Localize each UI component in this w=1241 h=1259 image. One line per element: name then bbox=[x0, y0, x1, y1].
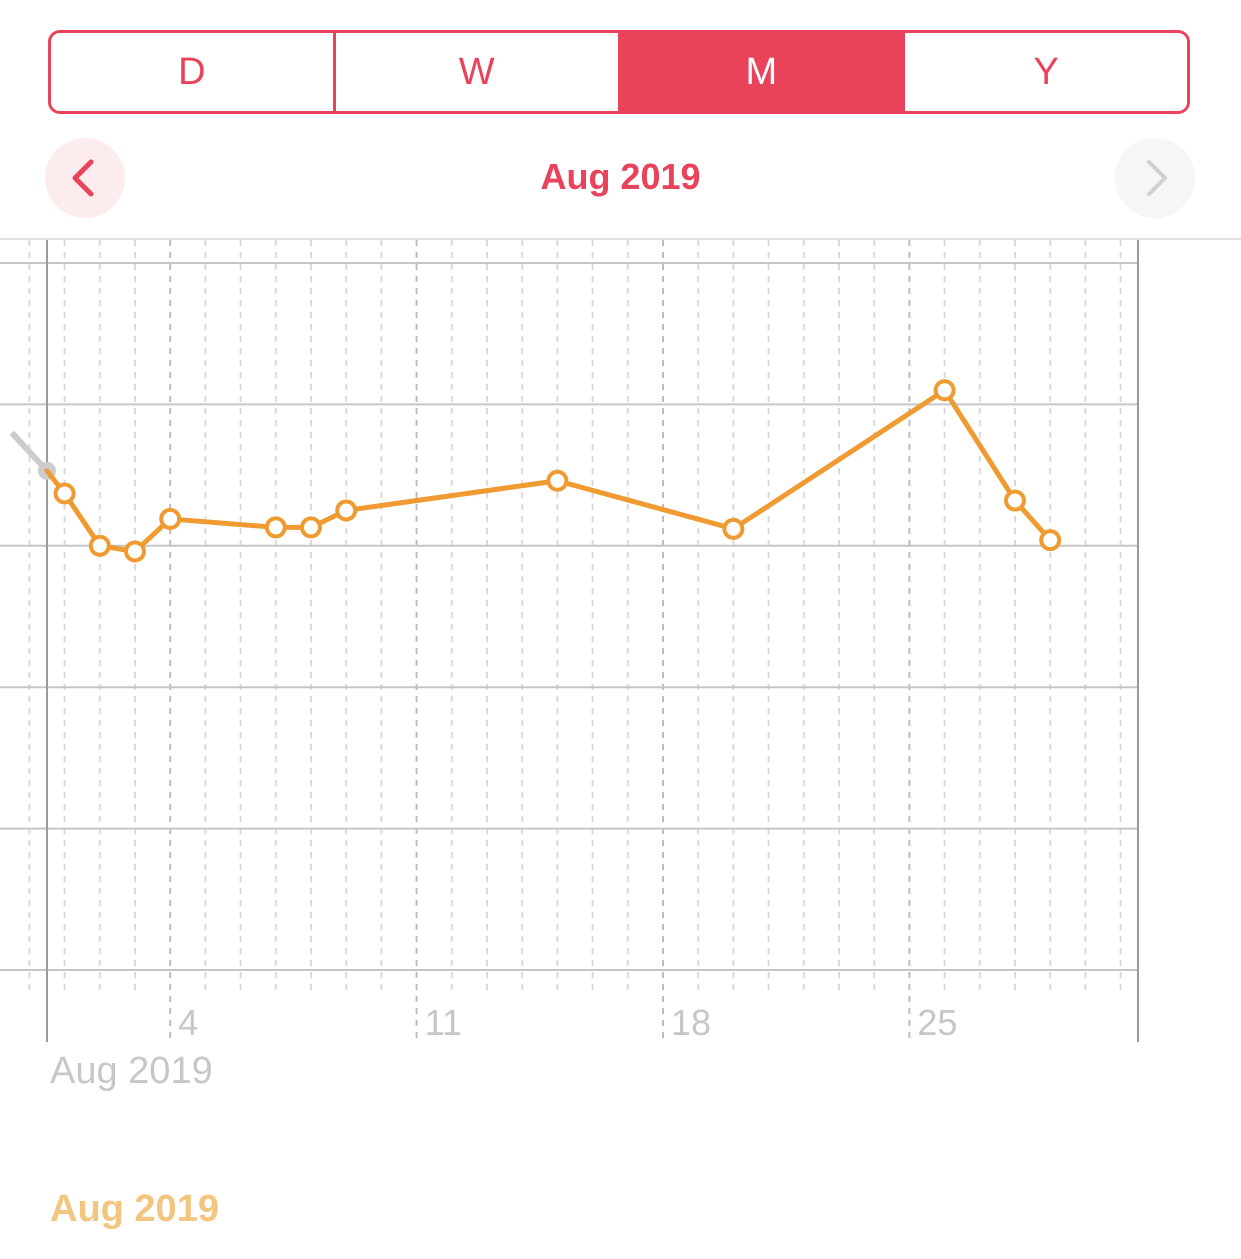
selected-series-date: Aug 2019 bbox=[50, 1188, 219, 1230]
data-point bbox=[1004, 489, 1026, 512]
data-point bbox=[159, 507, 182, 530]
x-tick-label: 18 bbox=[671, 1002, 711, 1043]
x-tick-label: 11 bbox=[425, 1002, 462, 1043]
data-point bbox=[264, 516, 287, 539]
data-point bbox=[722, 517, 745, 540]
data-point bbox=[53, 482, 76, 505]
data-point bbox=[124, 540, 146, 563]
period-title: Aug 2019 bbox=[540, 156, 701, 197]
data-point bbox=[335, 499, 358, 522]
previous-period-button[interactable] bbox=[45, 138, 125, 218]
x-tick-label: 4 bbox=[178, 1002, 198, 1043]
chevron-left-icon bbox=[72, 159, 94, 197]
segment-week[interactable]: W bbox=[332, 33, 618, 111]
next-period-button[interactable] bbox=[1115, 138, 1195, 218]
period-segmented-control: D W M Y bbox=[48, 30, 1190, 114]
line-chart: 4 11 18 25 bbox=[0, 240, 1139, 1043]
series-line bbox=[44, 387, 1053, 554]
data-point bbox=[88, 534, 111, 557]
x-tick-label: 25 bbox=[917, 1002, 957, 1043]
data-point bbox=[933, 379, 956, 402]
segment-day[interactable]: D bbox=[51, 33, 333, 111]
chevron-right-icon bbox=[1147, 160, 1167, 196]
segment-month[interactable]: M bbox=[617, 33, 903, 111]
header-divider bbox=[0, 238, 1241, 240]
chart-range-label: Aug 2019 bbox=[50, 1050, 213, 1092]
data-point bbox=[546, 469, 569, 492]
data-point bbox=[1039, 529, 1062, 552]
data-point bbox=[300, 516, 322, 539]
segment-year[interactable]: Y bbox=[902, 33, 1187, 111]
